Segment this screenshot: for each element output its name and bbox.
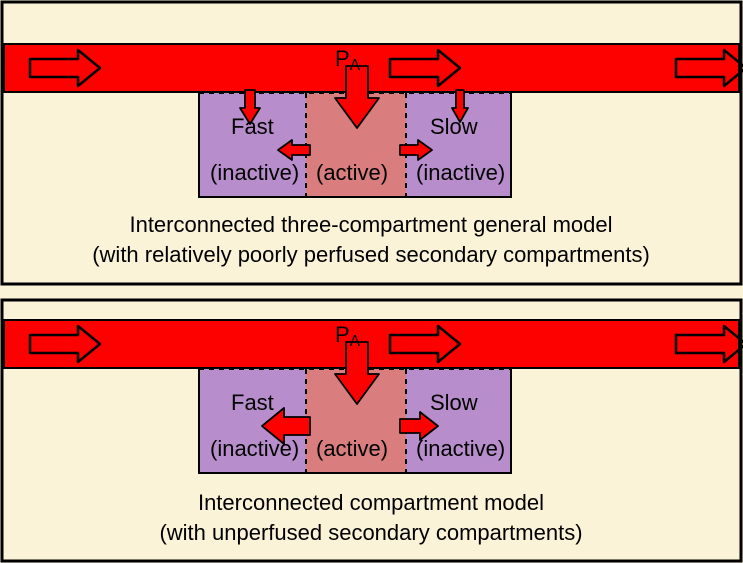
panel-1-inactive-l-label: (inactive) <box>210 160 299 185</box>
panel-1-flow-bar <box>4 44 739 92</box>
panel-2-caption-1: Interconnected compartment model <box>198 490 544 515</box>
panel-1-caption-2: (with relatively poorly perfused seconda… <box>92 242 650 267</box>
panel-1-active-label: (active) <box>316 160 388 185</box>
panel-1-fast-label: Fast <box>231 114 274 139</box>
panel-1-inactive-r-label: (inactive) <box>416 160 505 185</box>
panel-2-active-label: (active) <box>316 436 388 461</box>
panel-2-fast-label: Fast <box>231 390 274 415</box>
panel-2-inactive-l-label: (inactive) <box>210 436 299 461</box>
panel-1-slow-label: Slow <box>430 114 478 139</box>
diagram-canvas: PAFastSlow(inactive)(active)(inactive)In… <box>0 0 743 563</box>
panel-2-slow-label: Slow <box>430 390 478 415</box>
panel-2-caption-2: (with unperfused secondary compartments) <box>159 520 582 545</box>
panel-2-inactive-r-label: (inactive) <box>416 436 505 461</box>
panel-2-flow-bar <box>4 320 739 368</box>
panel-1-caption-1: Interconnected three-compartment general… <box>129 212 612 237</box>
